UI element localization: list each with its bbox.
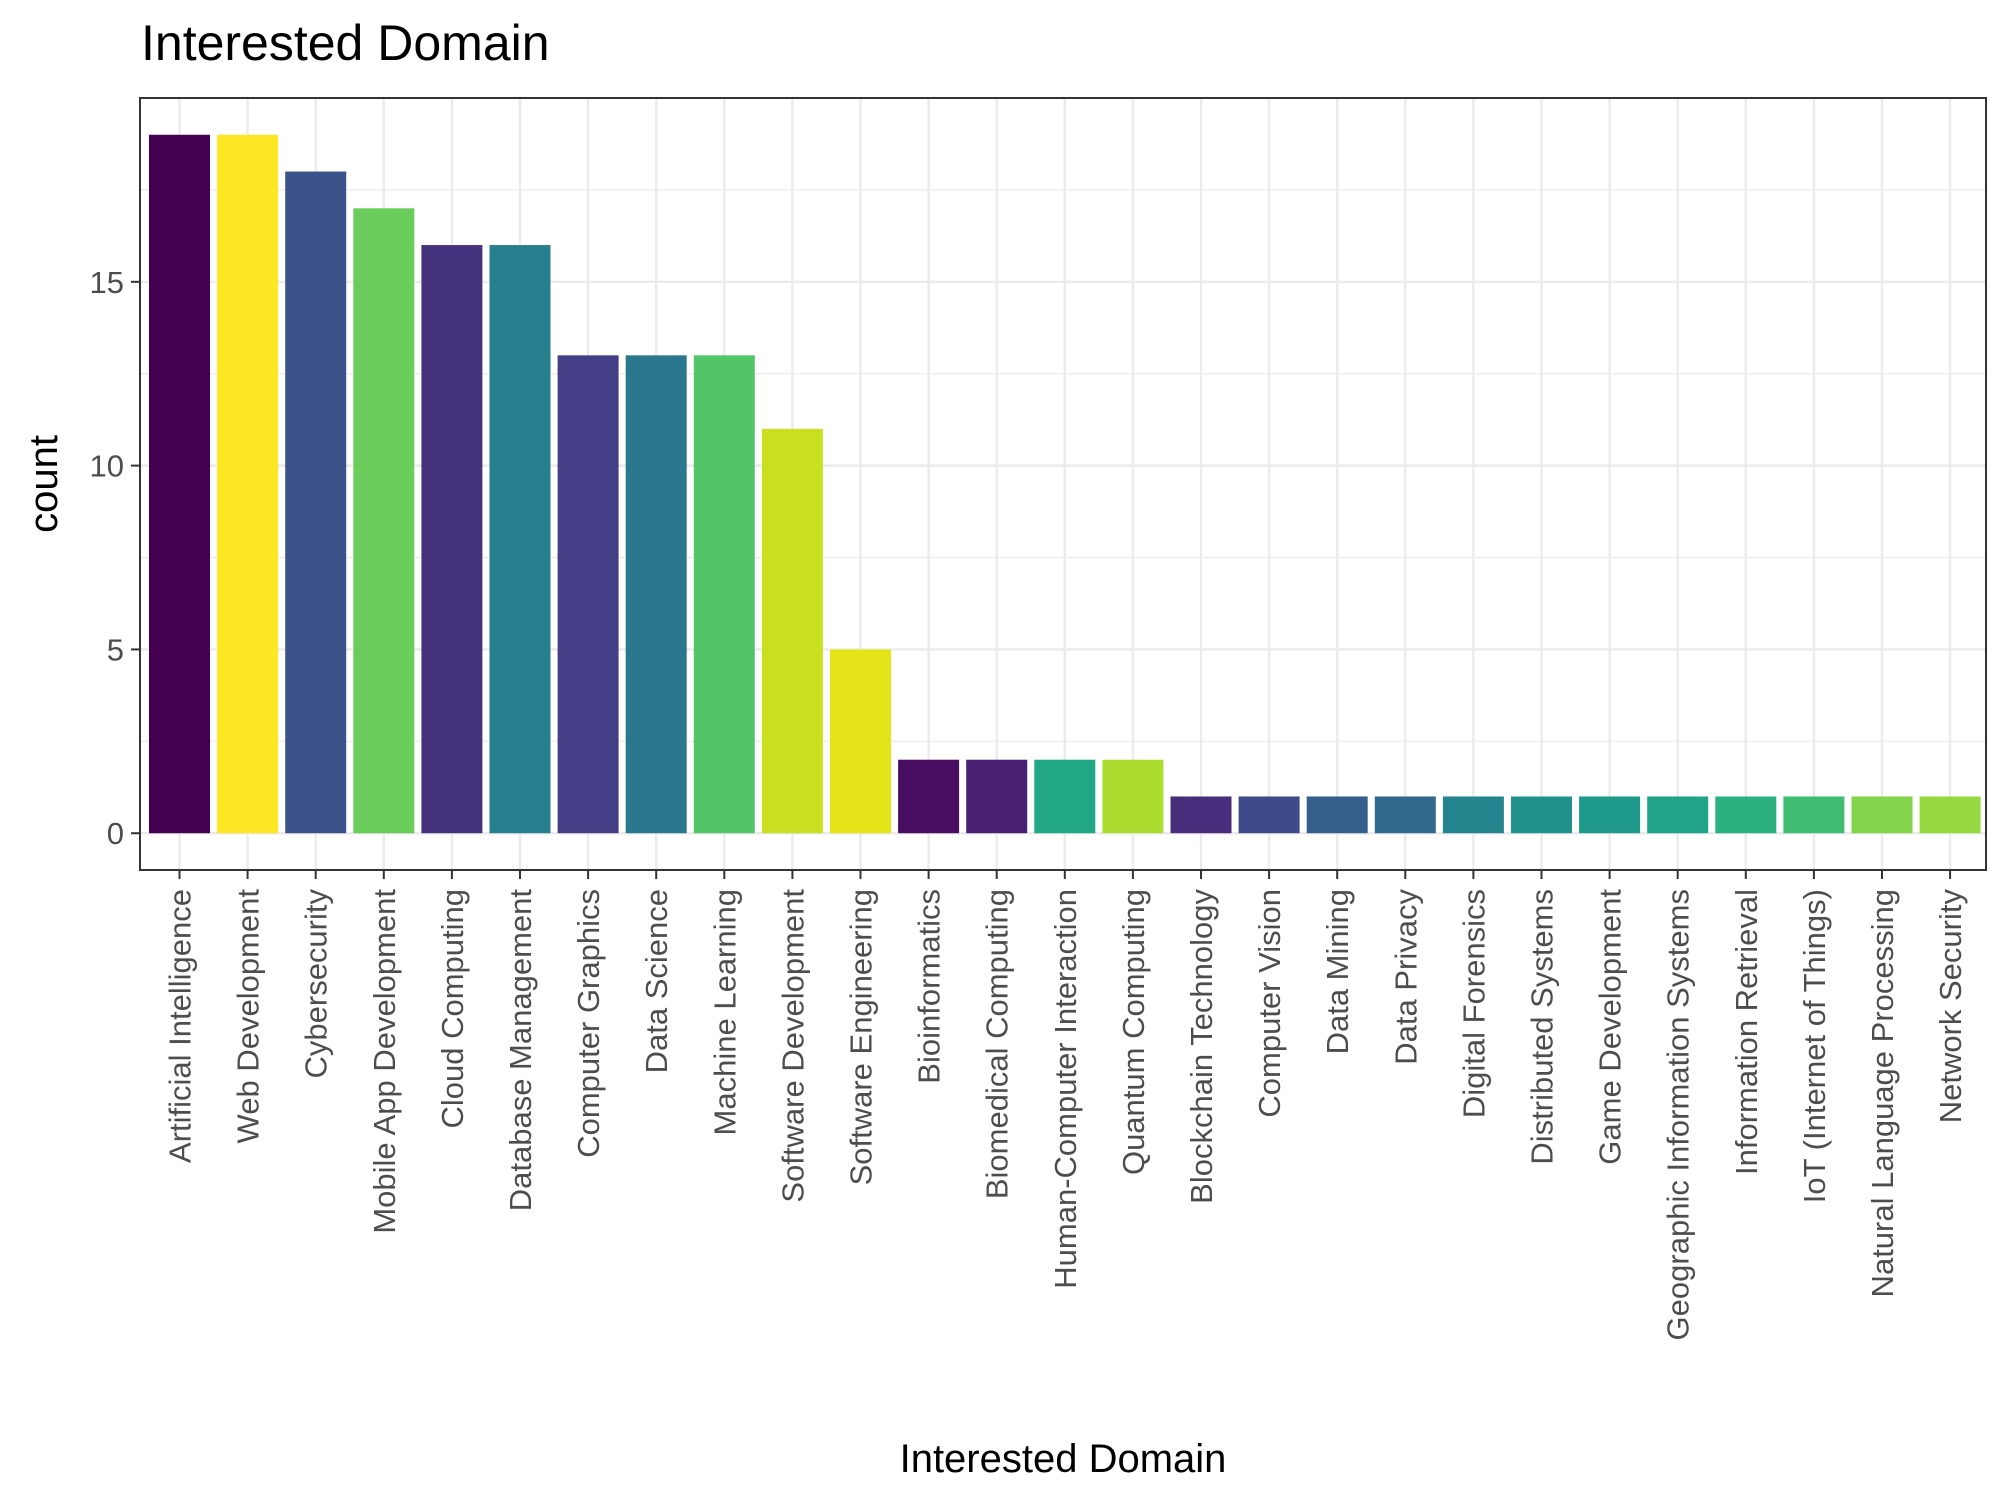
bar [1238, 796, 1300, 834]
bar [1579, 796, 1641, 834]
bar [1102, 759, 1164, 834]
y-tick-label: 10 [90, 449, 124, 484]
plot-panel-border [139, 97, 1987, 871]
x-tick-label: Cloud Computing [435, 889, 470, 1129]
x-tick-label: Computer Vision [1252, 889, 1287, 1118]
bar [693, 355, 755, 834]
plot-background [140, 98, 1986, 870]
x-tick-label: Artificial Intelligence [163, 889, 198, 1163]
bar [421, 245, 483, 834]
bar [1170, 796, 1232, 834]
x-tick-label: Web Development [231, 889, 266, 1144]
x-tick-label: Database Management [503, 889, 538, 1212]
x-tick-label: Network Security [1933, 889, 1968, 1124]
y-tick-label: 5 [107, 632, 124, 667]
x-axis: Artificial Intelligence Web Development Cy… [163, 870, 1968, 1340]
bar [489, 245, 551, 834]
bar [1715, 796, 1777, 834]
bar [1374, 796, 1436, 834]
bar [1511, 796, 1572, 834]
x-tick-label: Digital Forensics [1456, 889, 1491, 1118]
bar [1919, 796, 1981, 834]
bar [285, 171, 347, 834]
x-tick-label: Data Mining [1320, 889, 1355, 1054]
x-tick-label: Mobile App Development [367, 889, 402, 1234]
x-tick-label: Software Development [775, 889, 810, 1203]
bar [1306, 796, 1368, 834]
bar [898, 759, 960, 834]
bar [557, 355, 619, 834]
y-axis-title: count [22, 435, 66, 533]
bar [217, 134, 279, 834]
x-tick-label: Software Engineering [844, 889, 879, 1185]
bar [830, 649, 891, 834]
bar [1851, 796, 1913, 834]
x-tick-label: Cybersecurity [299, 889, 334, 1079]
grid [140, 98, 1986, 870]
x-tick-label: Computer Graphics [571, 889, 606, 1158]
bar [149, 134, 210, 834]
bar [1442, 796, 1504, 834]
x-tick-label: Distributed Systems [1525, 889, 1560, 1165]
bar [761, 428, 823, 834]
bar [1034, 759, 1096, 834]
x-tick-label: Human-Computer Interaction [1048, 889, 1083, 1289]
x-tick-label: IoT (Internet of Things) [1797, 889, 1832, 1203]
x-tick-label: Bioinformatics [912, 889, 947, 1084]
bar [966, 759, 1028, 834]
x-tick-label: Data Science [639, 889, 674, 1073]
bar [1647, 796, 1709, 834]
x-tick-label: Geographic Information Systems [1661, 889, 1696, 1340]
bars [149, 134, 1981, 834]
x-tick-label: Natural Language Processing [1865, 889, 1900, 1297]
y-axis: 0 5 10 15 [90, 265, 140, 851]
x-tick-label: Quantum Computing [1116, 889, 1151, 1175]
x-tick-label: Blockchain Technology [1184, 889, 1219, 1204]
x-tick-label: Game Development [1593, 889, 1628, 1165]
y-tick-label: 0 [107, 816, 124, 851]
chart-title: Interested Domain [141, 15, 550, 71]
x-axis-title: Interested Domain [900, 1437, 1227, 1481]
x-tick-label: Information Retrieval [1729, 889, 1764, 1175]
x-tick-label: Data Privacy [1388, 889, 1423, 1065]
x-tick-label: Biomedical Computing [980, 889, 1015, 1199]
x-tick-label: Machine Learning [707, 889, 742, 1135]
bar [625, 355, 687, 834]
bar [1783, 796, 1845, 834]
y-tick-label: 15 [90, 265, 124, 300]
bar [353, 208, 415, 834]
